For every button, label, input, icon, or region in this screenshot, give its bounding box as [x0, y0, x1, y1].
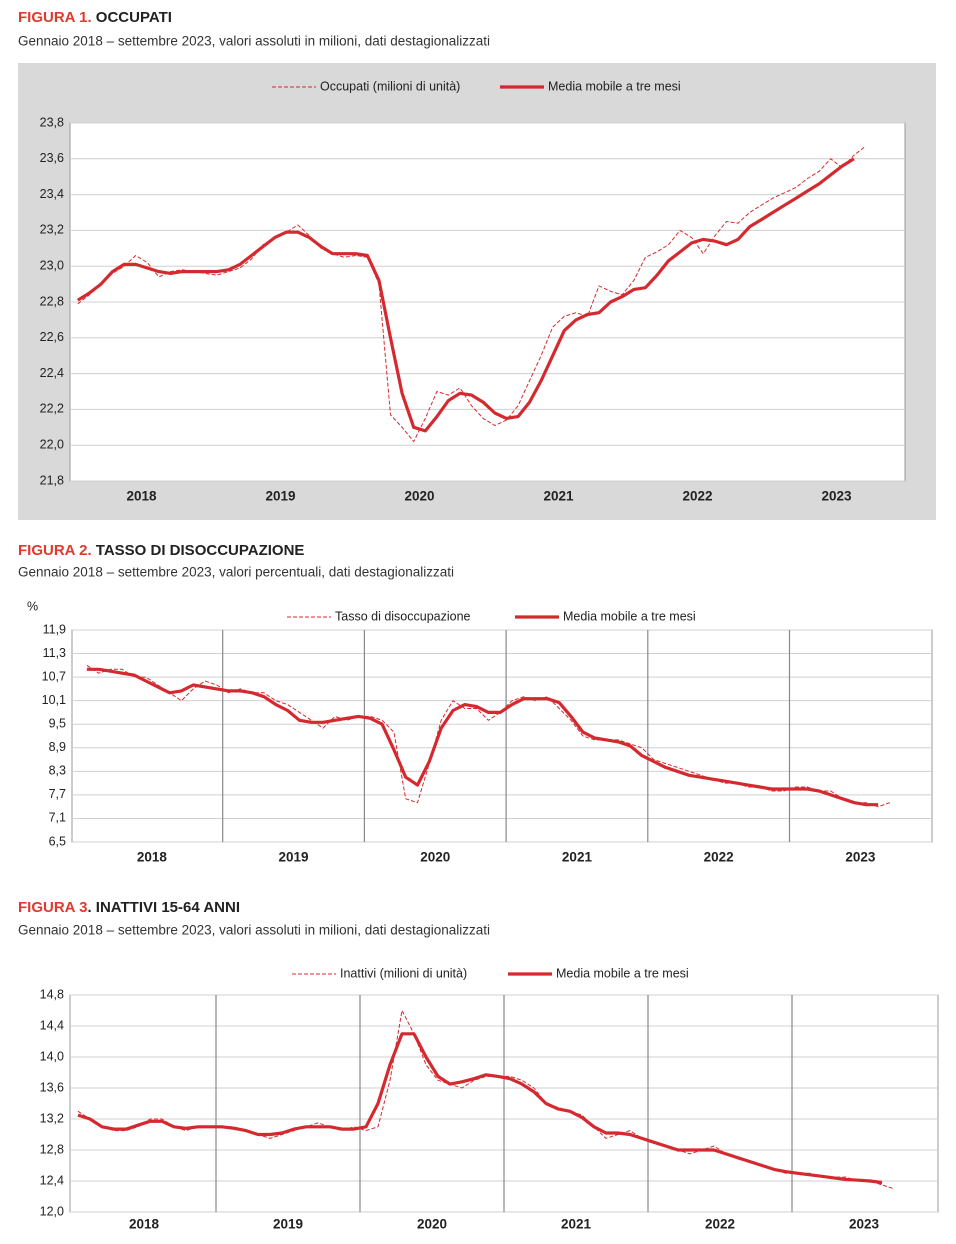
chart-title: FIGURA 1. OCCUPATI	[18, 9, 172, 26]
y-tick-label: 8,3	[49, 764, 66, 778]
y-tick-label: 11,3	[43, 646, 66, 660]
y-tick-label: 14,0	[40, 1049, 64, 1063]
y-tick-label: 14,8	[40, 987, 64, 1001]
x-tick-label: 2021	[561, 1217, 592, 1232]
chart: FIGURA 2. TASSO DI DISOCCUPAZIONE Gennaio…	[18, 542, 933, 865]
x-tick-label: 2020	[404, 489, 434, 504]
y-axis-label: %	[27, 599, 38, 613]
y-tick-label: 12,0	[40, 1204, 64, 1218]
y-tick-label: 23,4	[40, 187, 64, 201]
x-tick-label: 2018	[137, 850, 168, 865]
y-tick-label: 21,8	[40, 473, 64, 487]
plot-area	[71, 629, 933, 843]
x-tick-label: 2021	[543, 489, 574, 504]
title-prefix: FIGURA 2.	[18, 542, 92, 559]
x-tick-label: 2023	[845, 850, 876, 865]
x-tick-label: 2022	[704, 850, 734, 865]
x-tick-label: 2019	[279, 850, 309, 865]
y-tick-label: 7,1	[49, 811, 66, 825]
y-tick-label: 23,6	[40, 151, 64, 165]
chart-title: FIGURA 2. TASSO DI DISOCCUPAZIONE	[18, 542, 304, 559]
series-line	[77, 1032, 883, 1185]
y-tick-label: 22,2	[40, 402, 64, 416]
x-tick-label: 2022	[682, 489, 712, 504]
legend-label: Media mobile a tre mesi	[548, 79, 681, 93]
x-tick-label: 2023	[821, 489, 852, 504]
y-tick-label: 14,4	[40, 1018, 64, 1032]
y-tick-label: 13,2	[40, 1111, 64, 1125]
subtitle: Gennaio 2018 – settembre 2023, valori as…	[18, 34, 490, 49]
legend-label: Media mobile a tre mesi	[563, 609, 696, 623]
y-tick-label: 9,5	[49, 717, 66, 731]
x-tick-label: 2021	[562, 850, 593, 865]
x-tick-label: 2020	[420, 850, 450, 865]
y-tick-label: 8,9	[49, 740, 66, 754]
y-tick-label: 22,0	[40, 437, 64, 451]
title-prefix: FIGURA 3	[18, 899, 87, 916]
y-tick-label: 10,7	[42, 669, 66, 683]
x-tick-label: 2018	[126, 489, 157, 504]
title-prefix: FIGURA 1.	[18, 9, 92, 26]
y-tick-label: 23,8	[40, 115, 64, 129]
legend-label: Occupati (milioni di unità)	[320, 79, 460, 93]
y-tick-label: 12,4	[40, 1173, 64, 1187]
subtitle: Gennaio 2018 – settembre 2023, valori pe…	[18, 565, 454, 580]
y-tick-label: 22,4	[40, 366, 64, 380]
x-tick-label: 2022	[705, 1217, 735, 1232]
x-tick-label: 2023	[849, 1217, 880, 1232]
title-text: TASSO DI DISOCCUPAZIONE	[92, 542, 305, 559]
y-tick-label: 23,2	[40, 223, 64, 237]
y-tick-label: 11,9	[43, 622, 66, 636]
title-text: . INATTIVI 15-64 ANNI	[87, 899, 240, 916]
y-tick-label: 13,6	[40, 1080, 64, 1094]
y-tick-label: 6,5	[49, 834, 66, 848]
x-tick-label: 2019	[265, 489, 295, 504]
x-tick-label: 2019	[273, 1217, 303, 1232]
title-text: OCCUPATI	[92, 9, 172, 26]
series-line	[76, 157, 855, 433]
x-tick-label: 2020	[417, 1217, 447, 1232]
y-tick-label: 12,8	[40, 1142, 64, 1156]
legend-label: Media mobile a tre mesi	[556, 966, 689, 980]
series-line	[77, 145, 866, 443]
x-tick-label: 2018	[129, 1217, 160, 1232]
legend-label: Inattivi (milioni di unità)	[340, 966, 467, 980]
legend-label: Tasso di disoccupazione	[335, 609, 471, 623]
series-line	[86, 667, 879, 807]
chart: FIGURA 3. INATTIVI 15-64 ANNI Gennaio 201…	[18, 899, 939, 1232]
subtitle: Gennaio 2018 – settembre 2023, valori as…	[18, 923, 490, 938]
y-tick-label: 10,1	[42, 693, 66, 707]
chart-title: FIGURA 3. INATTIVI 15-64 ANNI	[18, 899, 240, 916]
chart: FIGURA 1. OCCUPATI Gennaio 2018 – settemb…	[18, 9, 936, 520]
y-tick-label: 22,6	[40, 330, 64, 344]
y-tick-label: 7,7	[49, 787, 66, 801]
y-tick-label: 22,8	[40, 294, 64, 308]
y-tick-label: 23,0	[40, 258, 64, 272]
